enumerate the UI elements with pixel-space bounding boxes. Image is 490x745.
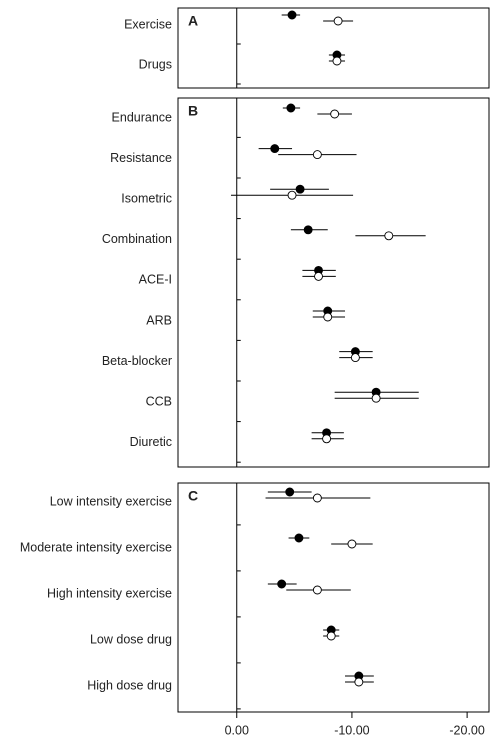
point bbox=[312, 585, 322, 595]
point bbox=[332, 56, 342, 66]
point bbox=[326, 631, 336, 641]
point bbox=[287, 10, 297, 20]
panel-frame bbox=[177, 7, 490, 89]
x-tick-label: -10.00 bbox=[334, 723, 369, 737]
category-label: Beta-blocker bbox=[102, 354, 172, 368]
category-label: Endurance bbox=[112, 110, 173, 124]
category-label: Low dose drug bbox=[90, 632, 172, 646]
point bbox=[285, 487, 295, 497]
point bbox=[371, 393, 381, 403]
point bbox=[287, 190, 297, 200]
category-label: High intensity exercise bbox=[47, 586, 172, 600]
point bbox=[314, 271, 323, 281]
category-label: Combination bbox=[102, 232, 172, 246]
point bbox=[270, 144, 280, 154]
point bbox=[347, 539, 357, 549]
point bbox=[303, 225, 313, 235]
point bbox=[354, 677, 364, 687]
point bbox=[323, 312, 333, 322]
point bbox=[350, 353, 360, 363]
point bbox=[294, 533, 304, 543]
point bbox=[295, 184, 305, 194]
point bbox=[384, 231, 394, 241]
panel-label: B bbox=[188, 103, 198, 119]
point bbox=[312, 150, 322, 160]
category-label: Drugs bbox=[139, 57, 172, 71]
point bbox=[330, 109, 340, 119]
panel-label: C bbox=[188, 488, 198, 504]
point bbox=[333, 16, 343, 26]
category-label: ARB bbox=[146, 313, 172, 327]
x-tick-label: -20.00 bbox=[449, 723, 484, 737]
x-tick-label: 0.00 bbox=[225, 723, 249, 737]
category-label: ACE-I bbox=[139, 273, 172, 287]
category-label: Diuretic bbox=[130, 435, 172, 449]
panel-label: A bbox=[188, 13, 198, 29]
point bbox=[277, 579, 287, 589]
category-label: Resistance bbox=[110, 151, 172, 165]
point bbox=[286, 103, 296, 113]
category-label: Low intensity exercise bbox=[50, 494, 172, 508]
panel-frame bbox=[177, 97, 490, 468]
category-label: High dose drug bbox=[87, 678, 172, 692]
category-label: Exercise bbox=[124, 17, 172, 31]
point bbox=[322, 434, 332, 444]
panel-frame bbox=[177, 482, 490, 713]
category-label: Moderate intensity exercise bbox=[20, 540, 172, 554]
point bbox=[312, 493, 322, 503]
category-label: Isometric bbox=[121, 191, 172, 205]
category-label: CCB bbox=[146, 394, 172, 408]
